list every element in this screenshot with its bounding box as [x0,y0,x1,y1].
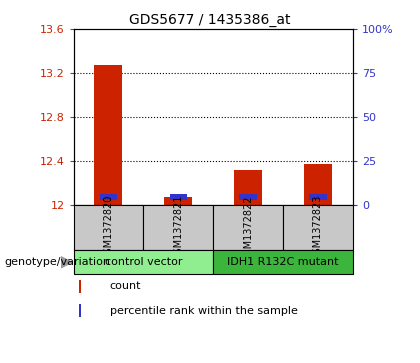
Bar [234,170,262,205]
Text: GDS5677 / 1435386_at: GDS5677 / 1435386_at [129,13,291,27]
Text: control vector: control vector [105,257,182,267]
Bar [164,197,192,205]
Bar [213,205,283,250]
Polygon shape [61,256,74,269]
Bar [74,205,143,250]
Bar [304,164,332,205]
Bar [170,194,187,200]
Bar [213,250,353,274]
Text: percentile rank within the sample: percentile rank within the sample [110,306,298,316]
Text: IDH1 R132C mutant: IDH1 R132C mutant [227,257,339,267]
Text: GSM1372821: GSM1372821 [173,195,183,261]
Bar [74,250,213,274]
Bar [94,65,122,205]
Text: GSM1372820: GSM1372820 [103,195,113,261]
Bar [143,205,213,250]
Bar [309,194,327,200]
Text: GSM1372822: GSM1372822 [243,195,253,261]
Bar [239,194,257,200]
Text: GSM1372823: GSM1372823 [313,195,323,261]
Bar [79,280,81,293]
Bar [100,194,117,200]
Bar [283,205,353,250]
Text: genotype/variation: genotype/variation [4,257,110,267]
Bar [79,304,81,318]
Text: count: count [110,281,141,291]
